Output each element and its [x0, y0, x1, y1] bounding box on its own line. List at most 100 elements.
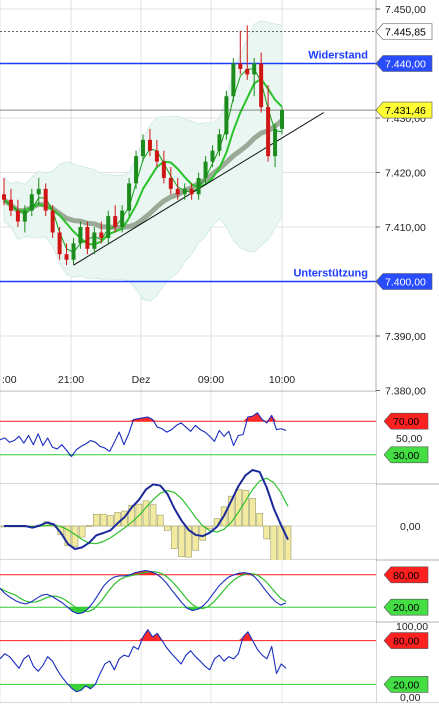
osc2-upper-tag-shape — [383, 632, 429, 649]
macd-histogram-bar — [128, 504, 136, 527]
stoch-line — [0, 569, 287, 615]
candle-body — [280, 110, 284, 129]
level-tag-0-shape — [375, 55, 433, 72]
macd-histogram-bar — [78, 525, 86, 538]
candle — [127, 177, 132, 217]
macd-histogram-bar — [249, 498, 256, 527]
osc1-upper-tag: 70,00 — [383, 412, 429, 430]
candle-body — [71, 243, 76, 260]
macd-histogram-bar — [185, 525, 192, 558]
level-tag-0-label: 7.440,00 — [385, 59, 426, 71]
macd-histogram-bar — [235, 489, 242, 527]
stoch-lower-tag-label: 20,00 — [393, 602, 419, 614]
macd-histogram-bar — [242, 489, 249, 527]
candle-body — [273, 128, 278, 157]
current-price-tag-shape — [375, 101, 433, 119]
candle — [245, 25, 250, 80]
candle-body — [92, 232, 97, 249]
candle — [280, 107, 284, 135]
stoch-upper-tag: 80,00 — [383, 566, 429, 584]
osc2-axis-top-label: 100,00 — [396, 621, 428, 633]
osc2-lower-tag-label: 20,00 — [393, 679, 419, 691]
candle-body — [2, 194, 6, 200]
moving-average-mid — [3, 77, 283, 246]
candle — [50, 205, 55, 238]
candle — [141, 134, 145, 162]
candle-body — [113, 216, 118, 227]
osc2-lower-tag-shape — [383, 676, 429, 693]
candle — [189, 183, 194, 200]
candle-body — [182, 188, 187, 195]
osc2-line — [0, 629, 287, 693]
candle-body — [203, 161, 208, 178]
osc1-upper-tag-label: 70,00 — [393, 416, 419, 428]
time-axis-label: 10:00 — [269, 374, 295, 386]
candle — [85, 221, 90, 255]
macd-histogram-bar — [178, 525, 185, 558]
candle-body — [161, 161, 166, 178]
candle-body — [245, 68, 250, 75]
candle — [43, 183, 48, 217]
candle-body — [266, 107, 271, 157]
price-axis-label: 7.420,00 — [385, 168, 426, 180]
price-axis-label: 7.410,00 — [385, 222, 426, 234]
intraday-high-tag-label: 7.445,85 — [385, 27, 426, 39]
candle-body — [238, 63, 243, 69]
osc2-upper-tag-label: 80,00 — [393, 636, 419, 648]
stoch-signal-line — [0, 570, 287, 613]
candle-body — [29, 194, 34, 211]
candle — [182, 183, 187, 200]
candle-body — [189, 188, 194, 195]
macd-histogram-bar — [206, 525, 214, 529]
macd-histogram-bar — [227, 495, 235, 527]
macd-histogram-bar — [156, 514, 164, 527]
stoch-upper-tag-label: 80,00 — [393, 570, 419, 582]
candle-body — [252, 63, 257, 75]
candle — [99, 221, 104, 244]
osc1-line — [0, 412, 287, 458]
macd-histogram-bar — [171, 525, 178, 549]
stoch-lower-tag-shape — [383, 598, 429, 616]
candle — [203, 156, 208, 184]
candle — [2, 177, 6, 206]
candle — [64, 243, 69, 266]
osc2-lower-tag: 20,00 — [383, 676, 429, 693]
level-tag-1-shape — [375, 273, 433, 290]
time-axis-label: 21:00 — [58, 374, 84, 386]
candle — [273, 123, 278, 168]
stoch-upper-tag-shape — [383, 566, 429, 584]
macd-line — [4, 469, 289, 551]
osc1-lower-tag-shape — [383, 446, 429, 464]
osc1-lower-tag-label: 30,00 — [393, 450, 419, 462]
osc2-bg — [0, 622, 376, 703]
candle-body — [196, 177, 201, 195]
candle-body — [120, 210, 125, 227]
candle-body — [175, 188, 180, 195]
macd-histogram-bar — [114, 512, 121, 527]
macd-histogram-bar — [64, 525, 72, 547]
level-tag-0: 7.440,00 — [375, 55, 433, 72]
candle-body — [259, 63, 264, 108]
candle — [224, 90, 229, 140]
candle — [106, 210, 111, 244]
candle — [154, 139, 159, 168]
candle-body — [57, 232, 62, 255]
candle — [15, 199, 20, 227]
candle-body — [168, 177, 173, 189]
candle — [29, 188, 34, 217]
candle — [238, 30, 243, 75]
candle — [259, 52, 264, 113]
macd-histogram-bar — [270, 525, 278, 563]
candle — [36, 177, 41, 206]
candle-body — [210, 150, 215, 162]
macd-histogram-bar — [263, 525, 270, 540]
level-tag-1-label: 7.400,00 — [385, 277, 426, 289]
candle — [120, 205, 125, 233]
time-axis-label: Dez — [132, 374, 151, 386]
candle-body — [64, 254, 69, 260]
candle-body — [217, 134, 222, 151]
candle-body — [154, 150, 159, 162]
candle — [231, 58, 236, 102]
candle-body — [8, 199, 13, 211]
